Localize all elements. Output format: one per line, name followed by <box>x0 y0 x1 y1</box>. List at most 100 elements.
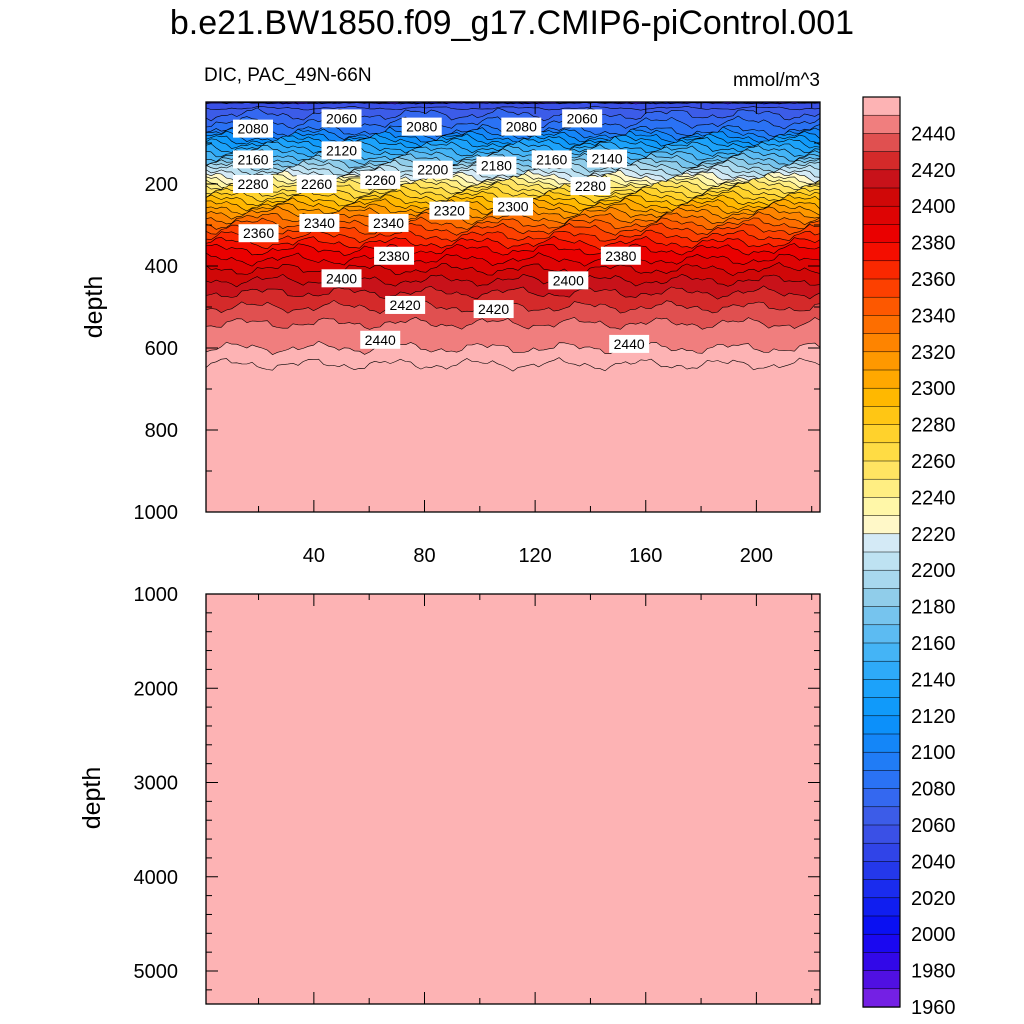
svg-text:2120: 2120 <box>326 142 357 158</box>
colorbar-tick-label: 2300 <box>911 378 956 400</box>
upper-x-tick-label: 80 <box>413 545 435 567</box>
svg-text:2160: 2160 <box>237 151 268 167</box>
colorbar-swatch <box>862 606 901 626</box>
colorbar-swatch <box>862 351 901 371</box>
lower-y-axis-label: depth <box>78 767 106 830</box>
lower-y-tick-label: 2000 <box>134 678 179 700</box>
colorbar-tick-label: 2080 <box>911 779 956 801</box>
lower-plot-area: 1000 2000 3000 4000 5000 <box>134 584 821 1005</box>
colorbar-swatch <box>862 806 901 826</box>
contour-label: 2160 <box>233 150 274 169</box>
colorbar-tick-label: 2280 <box>911 415 956 437</box>
upper-y-tick-label: 800 <box>145 420 178 442</box>
colorbar-swatch <box>862 187 901 207</box>
contour-band <box>206 102 820 105</box>
colorbar-tick-label: 2320 <box>911 342 956 364</box>
colorbar-swatch <box>862 96 901 116</box>
contour-label: 2400 <box>548 271 589 290</box>
colorbar-swatch <box>862 679 901 699</box>
figure-title: b.e21.BW1850.f09_g17.CMIP6-piControl.001 <box>170 4 854 42</box>
lower-y-tick-label: 4000 <box>134 867 179 889</box>
upper-y-tick-label: 600 <box>145 338 178 360</box>
colorbar-swatch <box>862 751 901 772</box>
svg-text:2400: 2400 <box>553 272 584 288</box>
colorbar-swatch <box>862 551 901 571</box>
svg-text:2440: 2440 <box>365 332 396 348</box>
colorbar-swatch <box>862 770 901 790</box>
colorbar-swatch <box>862 406 901 426</box>
contour-label: 2160 <box>531 150 572 169</box>
contour-label: 2440 <box>609 334 650 353</box>
contour-label: 2280 <box>570 177 611 196</box>
svg-text:2400: 2400 <box>326 270 357 286</box>
colorbar-tick-label: 2100 <box>911 742 956 764</box>
svg-text:2080: 2080 <box>237 121 268 137</box>
contour-label: 2060 <box>321 109 362 128</box>
svg-text:2300: 2300 <box>497 199 528 215</box>
colorbar-swatch <box>862 424 901 444</box>
contour-label: 2260 <box>296 175 337 193</box>
svg-text:2060: 2060 <box>567 110 598 126</box>
lower-frame <box>205 593 821 1005</box>
colorbar-swatch <box>862 697 901 717</box>
lower-y-tick-label: 1000 <box>134 584 179 606</box>
colorbar-tick-label: 2440 <box>911 123 956 145</box>
upper-x-tick-label: 200 <box>740 545 773 567</box>
colorbar-swatch <box>862 515 901 535</box>
colorbar-swatch <box>862 642 901 662</box>
upper-y-tick-label: 1000 <box>134 502 179 524</box>
upper-y-axis-label: depth <box>80 276 108 339</box>
svg-text:2080: 2080 <box>506 119 537 135</box>
colorbar-tick-label: 2340 <box>911 305 956 327</box>
contour-label: 2380 <box>600 246 641 265</box>
colorbar-swatch <box>862 624 901 644</box>
upper-contour-labels: 2080 2060 2080 2080 2060 2160 2120 2200 2180 2160… <box>233 109 650 353</box>
colorbar-tick-label: 2360 <box>911 269 956 291</box>
colorbar-tick-label: 2060 <box>911 815 956 837</box>
colorbar: 2440 2420 2400 2380 2360 2340 2320 2300 2280 2260… <box>862 96 956 1019</box>
colorbar-swatch <box>862 242 901 262</box>
svg-text:2180: 2180 <box>481 158 512 174</box>
colorbar-swatch <box>862 315 901 335</box>
contour-label: 2180 <box>476 156 517 175</box>
lower-y-tick-label: 5000 <box>134 961 179 983</box>
colorbar-tick-label: 1960 <box>911 997 956 1019</box>
colorbar-swatch <box>862 824 901 844</box>
colorbar-swatch <box>862 478 901 499</box>
upper-x-tick-label: 160 <box>629 545 662 567</box>
colorbar-swatch <box>862 842 901 863</box>
colorbar-swatch <box>862 442 901 462</box>
colorbar-tick-label: 2420 <box>911 160 956 182</box>
upper-plot-area: 2080 2060 2080 2080 2060 2160 2120 2200 2180 2160… <box>134 101 821 567</box>
colorbar-swatch <box>862 533 901 553</box>
colorbar-tick-label: 2120 <box>911 706 956 728</box>
colorbar-tick-label: 2400 <box>911 196 956 218</box>
colorbar-tick-label: 2220 <box>911 524 956 546</box>
colorbar-tick-label: 2380 <box>911 233 956 255</box>
contour-label: 2440 <box>360 330 401 349</box>
upper-x-tick-label: 40 <box>303 545 325 567</box>
contour-label: 2360 <box>238 224 279 243</box>
contour-label: 2320 <box>429 201 470 220</box>
contour-label: 2260 <box>360 170 401 189</box>
colorbar-swatch <box>862 205 901 226</box>
colorbar-swatch <box>862 569 901 590</box>
svg-text:2380: 2380 <box>605 248 636 264</box>
contour-label: 2340 <box>299 213 340 232</box>
svg-text:2360: 2360 <box>243 225 274 241</box>
colorbar-swatch <box>862 970 901 990</box>
lower-axis-ticks: 1000 2000 3000 4000 5000 <box>134 584 820 1004</box>
colorbar-swatch <box>862 588 901 608</box>
upper-y-tick-label: 400 <box>145 256 178 278</box>
colorbar-swatch <box>862 861 901 881</box>
svg-text:2200: 2200 <box>417 162 448 178</box>
colorbar-swatch <box>862 915 901 935</box>
svg-text:2440: 2440 <box>614 336 645 352</box>
lower-y-tick-label: 3000 <box>134 773 179 795</box>
contour-band <box>206 102 820 111</box>
contour-label: 2380 <box>374 246 415 265</box>
colorbar-tick-label: 2240 <box>911 487 956 509</box>
colorbar-swatch <box>862 387 901 408</box>
contour-label: 2060 <box>562 109 603 128</box>
colorbar-tick-label: 2140 <box>911 669 956 691</box>
